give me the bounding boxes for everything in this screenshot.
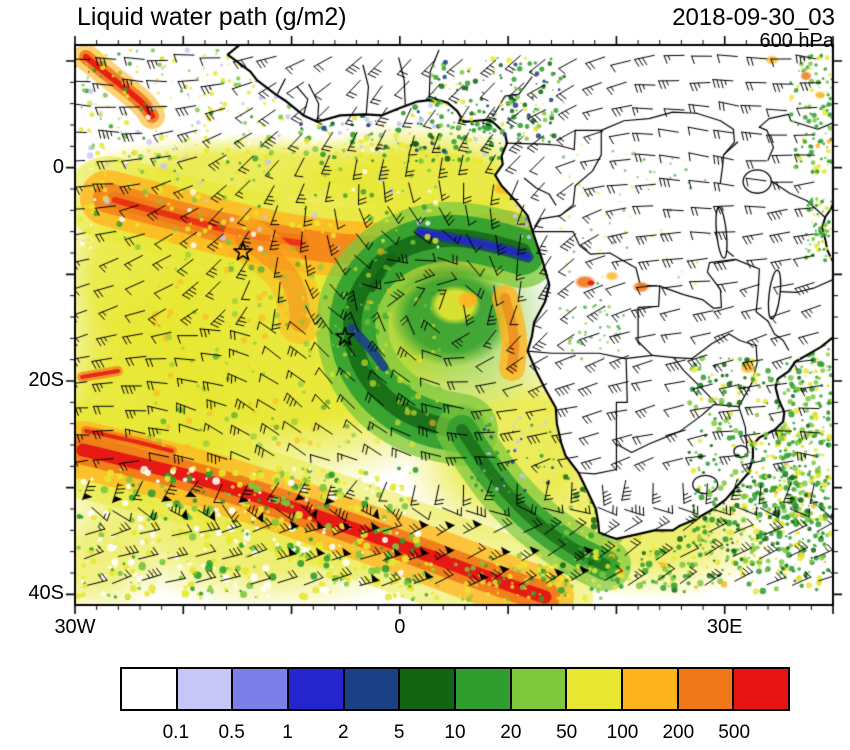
x-tick-label: 30E xyxy=(706,616,743,638)
colorbar-label: 0.1 xyxy=(162,722,190,743)
colorbar-box xyxy=(567,669,624,709)
plot-title: Liquid water path (g/m2) xyxy=(77,3,347,31)
colorbar-label: 1 xyxy=(282,722,293,743)
colorbar-label: 20 xyxy=(500,722,522,743)
colorbar-box xyxy=(678,669,735,709)
y-tick-label: 40S xyxy=(28,582,64,605)
colorbar-box xyxy=(289,669,345,709)
colorbar-label: 2 xyxy=(338,722,349,743)
x-tick-label: 30W xyxy=(54,616,96,638)
colorbar-box xyxy=(344,669,401,709)
colorbar-box xyxy=(456,669,512,709)
colorbar-label: 10 xyxy=(444,722,466,743)
colorbar-box xyxy=(734,669,789,709)
colorbar-label: 100 xyxy=(606,722,639,743)
colorbar-label: 0.5 xyxy=(218,722,245,743)
colorbar xyxy=(120,667,790,711)
y-tick-label: 20S xyxy=(28,369,64,391)
y-tick-label: 0 xyxy=(52,155,64,178)
colorbar-label: 500 xyxy=(718,722,751,743)
colorbar-label: 200 xyxy=(662,722,695,743)
x-tick-label: 0 xyxy=(394,616,406,638)
colorbar-box xyxy=(233,669,290,709)
colorbar-label: 50 xyxy=(556,722,578,743)
colorbar-box xyxy=(511,669,568,709)
colorbar-box xyxy=(122,669,178,709)
colorbar-box xyxy=(623,669,679,709)
colorbar-box xyxy=(177,669,234,709)
datetime-label: 2018-09-30_03 xyxy=(672,4,835,31)
colorbar-label: 5 xyxy=(393,722,405,743)
colorbar-box xyxy=(400,669,457,709)
pressure-level-label: 600 hPa xyxy=(759,30,834,52)
